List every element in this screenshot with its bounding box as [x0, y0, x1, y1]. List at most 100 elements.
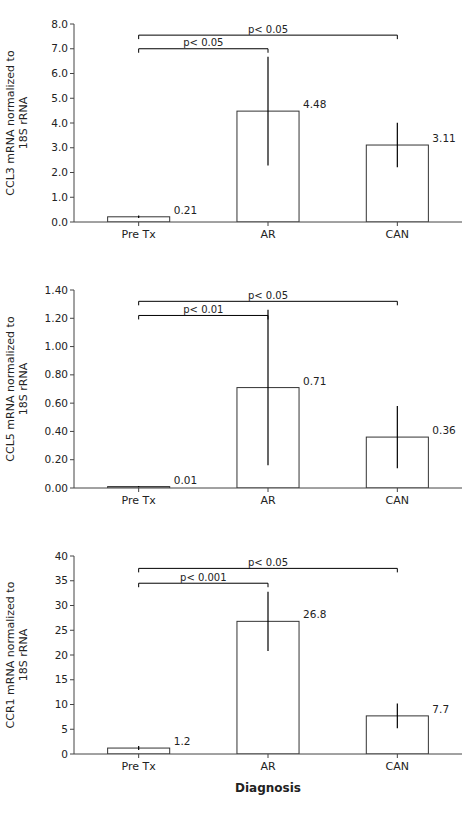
data-label: 0.36: [432, 424, 456, 436]
x-tick: [138, 222, 139, 226]
y-tick-label: 0.20: [45, 453, 68, 465]
y-tick-label: 20: [55, 649, 68, 661]
y-tick-label: 5: [61, 723, 68, 735]
y-tick: [70, 172, 74, 173]
panel: 0.0 1.0 2.0 3.0 4.0 5.0 6.0 7.0 8.0 Pre Tx AR CAN CC…: [4, 18, 462, 242]
x-tick: [138, 488, 139, 492]
y-tick: [70, 630, 74, 631]
y-tick: [70, 290, 74, 291]
y-tick: [70, 488, 74, 489]
y-axis: [74, 290, 75, 488]
y-tick: [70, 318, 74, 319]
significance-bracket: [139, 49, 268, 53]
error-bar: [267, 592, 268, 651]
significance-bracket: [139, 301, 398, 305]
x-tick-label: CAN: [386, 228, 409, 241]
annotation: p< 0.05: [248, 557, 288, 568]
y-tick-label: 35: [55, 574, 68, 586]
y-tick-label: 0.60: [45, 397, 68, 409]
y-tick-label: 6.0: [51, 67, 68, 79]
y-tick: [70, 374, 74, 375]
error-bar: [397, 704, 398, 729]
x-tick-label: AR: [260, 760, 276, 773]
y-label: CCL5 mRNA normalized to18S rRNA: [4, 316, 30, 462]
x-tick: [138, 754, 139, 758]
significance-bracket: [139, 315, 268, 319]
y-tick-label: 1.40: [45, 284, 68, 296]
significance-bracket: [139, 35, 398, 39]
significance-bracket: [139, 568, 398, 572]
y-tick-label: 0.0: [51, 216, 68, 228]
x-tick: [397, 222, 398, 226]
data-label: 1.2: [174, 735, 191, 747]
data-label: 3.11: [432, 132, 455, 144]
x-tick-label: CAN: [386, 494, 409, 507]
y-tick-label: 15: [55, 673, 68, 685]
annotation: p< 0.01: [183, 304, 223, 315]
y-tick-label: 0.00: [45, 482, 68, 494]
error-bar: [138, 216, 139, 218]
marks: [108, 592, 429, 754]
y-tick: [70, 123, 74, 124]
data-label: 26.8: [303, 608, 326, 620]
annotation: p< 0.05: [183, 37, 223, 48]
marks: [108, 57, 429, 222]
y-tick: [70, 98, 74, 99]
x-tick-label: AR: [260, 228, 276, 241]
y-tick: [70, 147, 74, 148]
y-tick-label: 0.80: [45, 368, 68, 380]
error-bar: [397, 123, 398, 168]
x-tick: [268, 222, 269, 226]
x-tick-label: AR: [260, 494, 276, 507]
y-tick-label: 5.0: [51, 92, 68, 104]
y-tick-label: 7.0: [51, 42, 68, 54]
y-tick: [70, 403, 74, 404]
x-tick-label: Pre Tx: [122, 494, 157, 507]
error-bar: [138, 746, 139, 750]
x-tick-label: Pre Tx: [122, 760, 157, 773]
y-tick-label: 10: [55, 698, 68, 710]
y-tick-label: 0: [61, 748, 68, 760]
y-tick: [70, 73, 74, 74]
y-tick-label: 40: [55, 550, 68, 562]
y-tick: [70, 655, 74, 656]
y-tick-label: 8.0: [51, 18, 68, 30]
y-tick: [70, 729, 74, 730]
panel: 0510152025303540Pre TxARCANCCR1 mRNA nor…: [4, 550, 462, 796]
y-label: CCL3 mRNA normalized to18S rRNA: [4, 50, 30, 196]
y-tick: [70, 556, 74, 557]
data-label: 4.48: [303, 98, 326, 110]
y-tick: [70, 754, 74, 755]
error-bar: [267, 57, 268, 166]
y-tick: [70, 346, 74, 347]
y-tick: [70, 679, 74, 680]
y-tick-label: 0.40: [45, 425, 68, 437]
y-tick: [70, 605, 74, 606]
data-label: 0.01: [174, 474, 197, 486]
annotation: p< 0.05: [248, 24, 288, 35]
y-tick-label: 2.0: [51, 166, 68, 178]
y-label: CCR1 mRNA normalized to18S rRNA: [4, 581, 30, 728]
y-tick: [70, 580, 74, 581]
x-tick: [268, 754, 269, 758]
y-tick-label: 1.20: [45, 312, 68, 324]
y-tick-label: 1.00: [45, 340, 68, 352]
significance-bracket: [139, 583, 268, 587]
y-tick-label: 30: [55, 599, 68, 611]
y-tick: [70, 431, 74, 432]
x-tick-label: Pre Tx: [122, 228, 157, 241]
y-tick-label: 3.0: [51, 141, 68, 153]
marks: [108, 310, 429, 488]
y-tick: [70, 704, 74, 705]
x-label: Diagnosis: [235, 781, 301, 795]
y-tick: [70, 197, 74, 198]
y-tick: [70, 459, 74, 460]
y-tick-label: 4.0: [51, 117, 68, 129]
y-tick-label: 1.0: [51, 191, 68, 203]
data-label: 7.7: [432, 703, 449, 715]
annotation: p< 0.05: [248, 290, 288, 301]
annotation: p< 0.001: [180, 572, 227, 583]
data-label: 0.21: [174, 204, 197, 216]
y-tick: [70, 222, 74, 223]
y-tick: [70, 48, 74, 49]
